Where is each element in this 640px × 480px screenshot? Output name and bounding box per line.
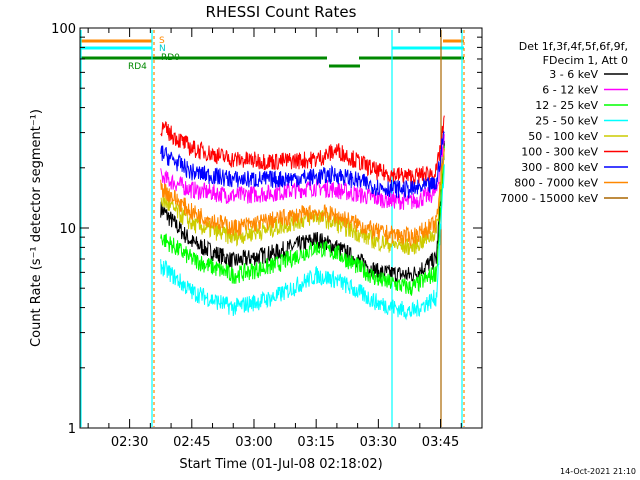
x-tick-label: 02:30 <box>111 435 148 450</box>
legend-header: Det 1f,3f,4f,5f,6f,9f, <box>519 40 628 53</box>
y-tick-label: 100 <box>51 22 76 37</box>
series-line <box>160 145 445 296</box>
series-line <box>160 164 445 321</box>
status-marker-rd4: RD4 <box>128 62 147 72</box>
x-tick-label: 03:45 <box>422 435 459 450</box>
x-tick-label: 03:15 <box>297 435 334 450</box>
timestamp: 14-Oct-2021 21:10 <box>560 467 636 476</box>
x-axis-label: Start Time (01-Jul-08 02:18:02) <box>179 457 382 472</box>
status-marker-labels: S N RD0 RD4 <box>128 36 180 72</box>
axes: 1 10 100 02:30 02:45 03:00 03:15 03:30 03:45 <box>51 22 483 450</box>
x-tick-label: 03:00 <box>235 435 272 450</box>
status-marker-rd0: RD0 <box>161 53 180 63</box>
legend-label: 25 - 50 keV <box>535 115 598 128</box>
series-line <box>160 148 445 246</box>
legend-label: 12 - 25 keV <box>535 99 598 112</box>
series-line <box>160 115 445 187</box>
status-bars <box>81 39 464 68</box>
legend-label: 7000 - 15000 keV <box>500 192 598 205</box>
chart-title: RHESSI Count Rates <box>206 3 357 21</box>
legend-label: 3 - 6 keV <box>549 68 598 81</box>
x-tick-label: 02:45 <box>173 435 210 450</box>
legend-label: 800 - 7000 keV <box>514 177 598 190</box>
legend: Det 1f,3f,4f,5f,6f,9f,FDecim 1, Att 03 -… <box>500 40 628 205</box>
y-tick-label: 10 <box>59 222 76 237</box>
x-tick-label: 03:30 <box>360 435 397 450</box>
y-axis-label: Count Rate (s⁻¹ detector segment⁻¹) <box>29 109 44 347</box>
series-layer <box>160 115 445 321</box>
status-marker-n: N <box>159 44 166 54</box>
legend-label: 50 - 100 keV <box>528 130 598 143</box>
legend-header: FDecim 1, Att 0 <box>543 54 628 67</box>
series-line <box>160 134 445 210</box>
legend-label: 100 - 300 keV <box>521 146 598 159</box>
legend-label: 6 - 12 keV <box>542 84 598 97</box>
status-marker-s: S <box>159 36 165 46</box>
series-line <box>160 130 445 199</box>
legend-label: 300 - 800 keV <box>521 161 598 174</box>
y-tick-label: 1 <box>68 422 76 437</box>
